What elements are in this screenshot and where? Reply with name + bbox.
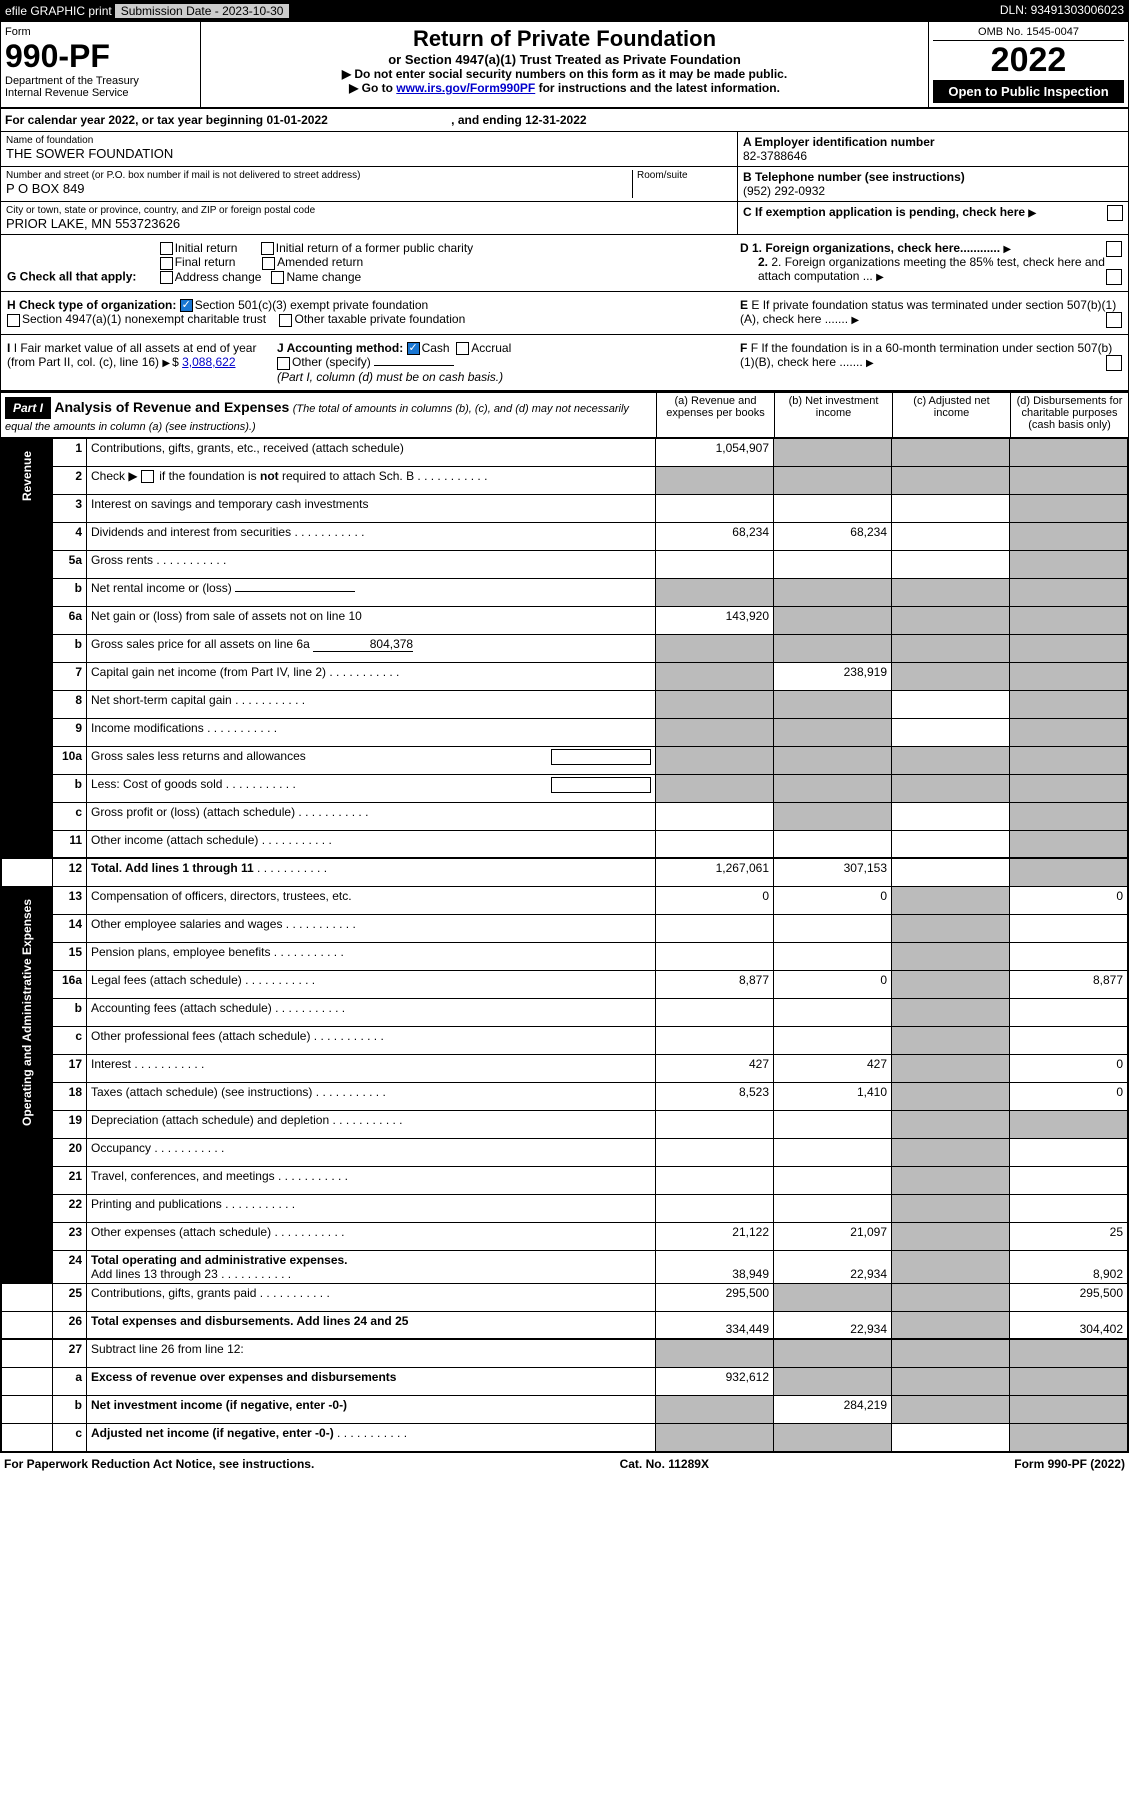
h-label: H Check type of organization:: [7, 298, 176, 312]
footer: For Paperwork Reduction Act Notice, see …: [0, 1453, 1129, 1475]
col-c: (c) Adjusted net income: [892, 393, 1010, 437]
cb-initial[interactable]: [160, 242, 173, 255]
e-checkbox[interactable]: [1106, 312, 1122, 328]
calendar-year: For calendar year 2022, or tax year begi…: [1, 109, 1128, 132]
col-b: (b) Net investment income: [774, 393, 892, 437]
phone: (952) 292-0932: [743, 184, 1123, 198]
addr: P O BOX 849: [6, 181, 632, 196]
tax-year: 2022: [933, 41, 1124, 80]
cb-other-acct[interactable]: [277, 357, 290, 370]
cb-initial-former[interactable]: [261, 242, 274, 255]
analysis-table: Revenue 1Contributions, gifts, grants, e…: [1, 438, 1128, 1452]
phone-label: B Telephone number (see instructions): [743, 170, 1123, 184]
part1-header: Part I Analysis of Revenue and Expenses …: [1, 391, 1128, 438]
d1-checkbox[interactable]: [1106, 241, 1122, 257]
d2-label: 2. Foreign organizations meeting the 85%…: [758, 255, 1105, 283]
cb-4947[interactable]: [7, 314, 20, 327]
room-label: Room/suite: [637, 170, 732, 181]
cat-no: Cat. No. 11289X: [620, 1457, 709, 1471]
ein-label: A Employer identification number: [743, 135, 1123, 149]
ein: 82-3788646: [743, 149, 1123, 163]
cb-address[interactable]: [160, 271, 173, 284]
irs-link[interactable]: www.irs.gov/Form990PF: [396, 81, 535, 95]
c-label: C If exemption application is pending, c…: [743, 205, 1123, 219]
cb-name[interactable]: [271, 271, 284, 284]
foundation-name: THE SOWER FOUNDATION: [6, 146, 732, 161]
cb-amended[interactable]: [262, 257, 275, 270]
g-label: G Check all that apply:: [7, 270, 136, 284]
f-checkbox[interactable]: [1106, 355, 1122, 371]
cb-accrual[interactable]: [456, 342, 469, 355]
dln: DLN: 93491303006023: [1000, 3, 1124, 19]
fmv-value[interactable]: 3,088,622: [182, 355, 235, 369]
header: Form 990-PF Department of the Treasury I…: [1, 22, 1128, 109]
note-2: ▶ Go to www.irs.gov/Form990PF for instru…: [205, 81, 924, 95]
city: PRIOR LAKE, MN 553723626: [6, 216, 732, 231]
d2-checkbox[interactable]: [1106, 269, 1122, 285]
col-d: (d) Disbursements for charitable purpose…: [1010, 393, 1128, 437]
section-i: I I Fair market value of all assets at e…: [1, 335, 1128, 391]
side-expenses: Operating and Administrative Expenses: [2, 886, 53, 1283]
e-label: E If private foundation status was termi…: [740, 298, 1116, 326]
city-label: City or town, state or province, country…: [6, 205, 732, 216]
addr-label: Number and street (or P.O. box number if…: [6, 170, 632, 181]
cb-501c3[interactable]: [180, 299, 193, 312]
name-label: Name of foundation: [6, 135, 732, 146]
col-a: (a) Revenue and expenses per books: [656, 393, 774, 437]
section-g: G Check all that apply: Initial return I…: [1, 235, 1128, 292]
section-h: H Check type of organization: Section 50…: [1, 292, 1128, 335]
form-label: Form: [5, 26, 196, 38]
d1-label: D 1. Foreign organizations, check here..…: [740, 241, 1000, 255]
f-label: F If the foundation is in a 60-month ter…: [740, 341, 1112, 369]
cb-schb[interactable]: [141, 470, 154, 483]
efile-label: efile GRAPHIC print: [5, 4, 112, 18]
form-title: Return of Private Foundation: [205, 26, 924, 52]
form-page: efile GRAPHIC print Submission Date - 20…: [0, 0, 1129, 1453]
open-public: Open to Public Inspection: [933, 80, 1124, 103]
cb-cash[interactable]: [407, 342, 420, 355]
cb-final[interactable]: [160, 257, 173, 270]
form-number: 990-PF: [5, 38, 196, 75]
c-checkbox[interactable]: [1107, 205, 1123, 221]
j-label: J Accounting method:: [277, 341, 403, 355]
note-1: ▶ Do not enter social security numbers o…: [205, 67, 924, 81]
top-bar: efile GRAPHIC print Submission Date - 20…: [1, 1, 1128, 22]
side-revenue: Revenue: [2, 438, 53, 858]
j-note: (Part I, column (d) must be on cash basi…: [277, 370, 503, 384]
dept: Department of the Treasury Internal Reve…: [5, 75, 196, 99]
form-ref: Form 990-PF (2022): [1014, 1457, 1125, 1471]
omb: OMB No. 1545-0047: [933, 26, 1124, 41]
part-label: Part I: [5, 397, 51, 419]
cb-other-tax[interactable]: [279, 314, 292, 327]
form-subtitle: or Section 4947(a)(1) Trust Treated as P…: [205, 52, 924, 67]
paperwork-notice: For Paperwork Reduction Act Notice, see …: [4, 1457, 314, 1471]
submission-date: Submission Date - 2023-10-30: [114, 3, 291, 19]
